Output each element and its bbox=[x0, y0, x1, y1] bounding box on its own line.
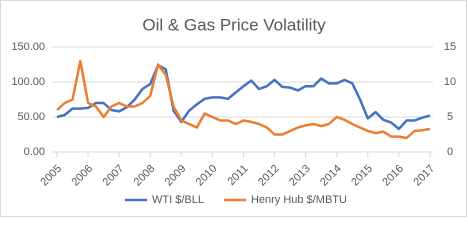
y-tick-label: 0.00 bbox=[24, 146, 45, 158]
legend-label: WTI $/BLL bbox=[152, 194, 204, 206]
chart: Oil & Gas Price Volatility 0.00 50.00 100.… bbox=[0, 0, 467, 217]
y-tick-label: 50.00 bbox=[17, 111, 45, 123]
series-line bbox=[56, 59, 431, 140]
y2-tick-label: 5 bbox=[447, 111, 453, 123]
y2-tick-label: 10 bbox=[444, 76, 456, 88]
y2-tick-label: 0 bbox=[447, 146, 453, 158]
chart-title: Oil & Gas Price Volatility bbox=[142, 15, 326, 34]
legend-label: Henry Hub $/MBTU bbox=[251, 194, 347, 206]
y-tick-label: 150.00 bbox=[11, 41, 45, 53]
series-line bbox=[56, 63, 431, 131]
y-tick-label: 100.00 bbox=[11, 76, 45, 88]
y2-tick-label: 15 bbox=[444, 41, 456, 53]
